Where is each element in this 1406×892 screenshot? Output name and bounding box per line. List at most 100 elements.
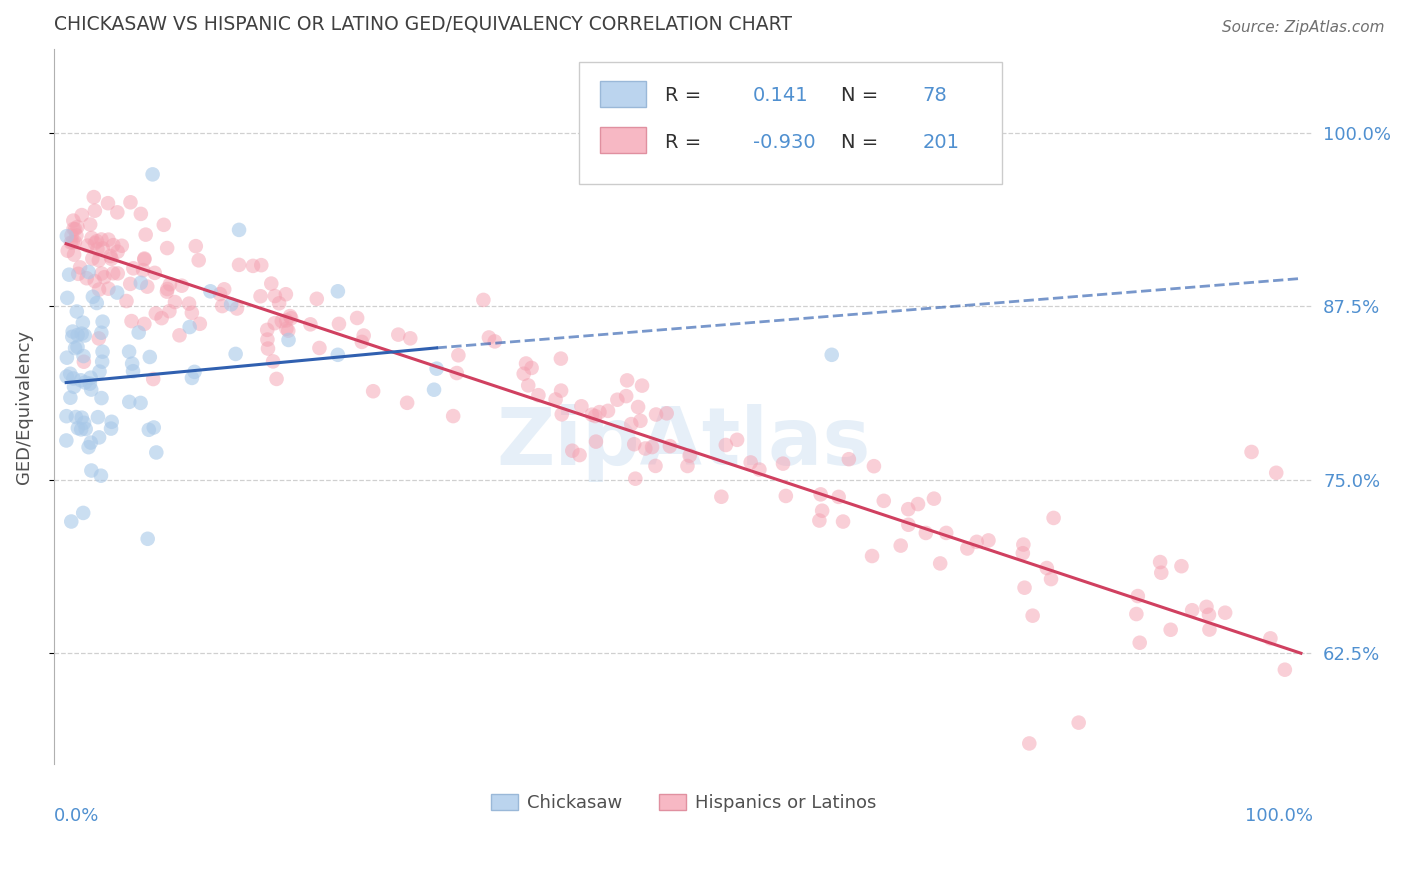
Point — [135, 227, 157, 242]
Point — [83, 274, 105, 288]
Point — [725, 433, 748, 447]
Point — [136, 532, 159, 546]
Point — [72, 349, 94, 363]
Point — [627, 400, 650, 414]
Point — [97, 233, 120, 247]
Point — [93, 270, 115, 285]
Text: 0.0%: 0.0% — [53, 807, 100, 825]
Point — [66, 327, 89, 342]
Point — [143, 266, 166, 280]
Point — [328, 317, 350, 331]
Point — [262, 354, 284, 368]
Point — [860, 549, 883, 563]
Text: 0.141: 0.141 — [752, 87, 808, 105]
Point — [676, 458, 699, 473]
Point — [145, 445, 167, 459]
Point — [1149, 555, 1171, 569]
Point — [90, 326, 112, 340]
Point — [157, 304, 180, 318]
Point — [134, 252, 156, 267]
Point — [55, 434, 77, 448]
Point — [929, 557, 952, 571]
Point — [187, 253, 209, 268]
Point — [183, 365, 205, 379]
Point — [263, 316, 285, 330]
Point — [70, 410, 93, 425]
Point — [623, 437, 645, 451]
Point — [100, 249, 122, 263]
Point — [100, 252, 122, 266]
Point — [276, 322, 298, 336]
Point — [120, 277, 142, 291]
Point — [225, 347, 247, 361]
Point — [111, 239, 134, 253]
Point — [484, 334, 506, 349]
Point — [107, 267, 129, 281]
Point — [1150, 566, 1173, 580]
Point — [188, 317, 211, 331]
Point — [588, 405, 610, 419]
Point — [70, 422, 93, 436]
Point — [550, 351, 572, 366]
Point — [136, 279, 159, 293]
Point — [150, 311, 173, 326]
Point — [620, 417, 643, 431]
Point — [72, 506, 94, 520]
Point — [67, 267, 90, 281]
Point — [361, 384, 384, 399]
Point — [811, 504, 834, 518]
Point — [710, 490, 733, 504]
Point — [515, 357, 537, 371]
Point — [242, 259, 264, 273]
Point — [90, 391, 112, 405]
Point — [838, 452, 860, 467]
Text: CHICKASAW VS HISPANIC OR LATINO GED/EQUIVALENCY CORRELATION CHART: CHICKASAW VS HISPANIC OR LATINO GED/EQUI… — [53, 15, 792, 34]
Point — [56, 291, 79, 305]
Point — [156, 285, 179, 299]
Point — [62, 235, 84, 250]
Point — [740, 455, 762, 469]
Point — [561, 443, 583, 458]
Point — [70, 208, 93, 222]
Point — [581, 408, 603, 422]
Point — [87, 410, 110, 425]
Point — [810, 487, 832, 501]
Point — [142, 420, 165, 434]
Point — [426, 361, 449, 376]
Point — [66, 340, 89, 354]
Point — [91, 315, 114, 329]
Point — [128, 326, 150, 340]
Point — [679, 449, 702, 463]
Point — [59, 391, 82, 405]
Point — [249, 289, 271, 303]
Point — [827, 490, 849, 504]
FancyBboxPatch shape — [600, 81, 645, 107]
Point — [73, 328, 96, 343]
Y-axis label: GED/Equivalency: GED/Equivalency — [15, 330, 32, 484]
Point — [1067, 715, 1090, 730]
Text: Source: ZipAtlas.com: Source: ZipAtlas.com — [1222, 20, 1385, 35]
Point — [922, 491, 945, 506]
Point — [1012, 538, 1035, 552]
Point — [129, 207, 152, 221]
Point — [266, 372, 288, 386]
Point — [907, 497, 929, 511]
Point — [62, 371, 84, 385]
Point — [256, 323, 278, 337]
Point — [115, 293, 138, 308]
Point — [58, 268, 80, 282]
Point — [83, 203, 105, 218]
Point — [399, 331, 422, 345]
Point — [211, 299, 233, 313]
Point — [83, 190, 105, 204]
Point — [77, 265, 100, 279]
Point — [134, 252, 156, 266]
Point — [863, 459, 886, 474]
Point — [280, 311, 302, 326]
Point — [772, 457, 794, 471]
Point — [641, 440, 664, 454]
Point — [1126, 589, 1149, 603]
Point — [308, 341, 330, 355]
Point — [80, 435, 103, 450]
Point — [87, 331, 110, 345]
